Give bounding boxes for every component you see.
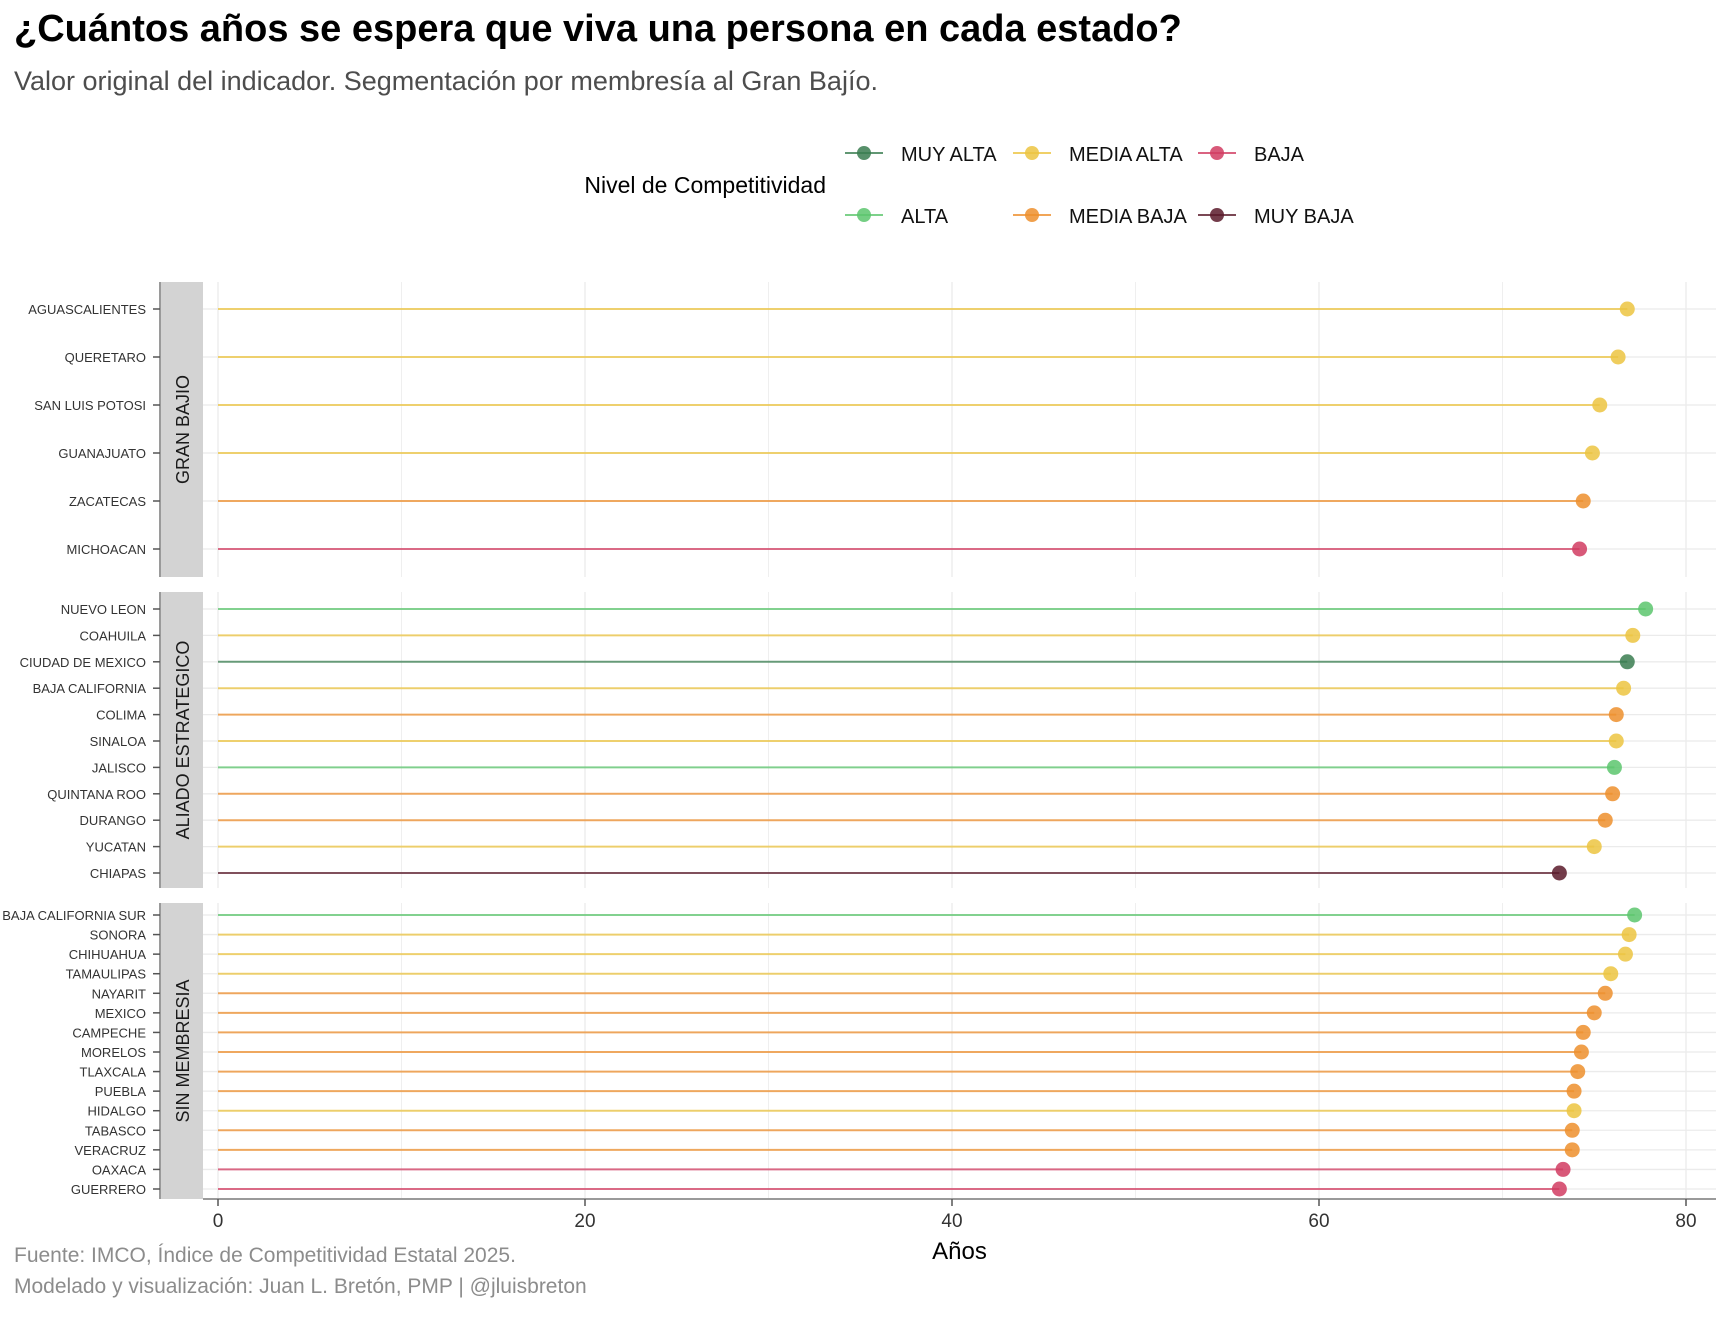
lollipop-dot xyxy=(1564,1142,1580,1158)
lollipop-dot xyxy=(1619,654,1635,670)
facet-label: GRAN BAJIO xyxy=(173,375,193,484)
lollipop-dot xyxy=(1621,927,1637,943)
legend-item-label: MUY BAJA xyxy=(1254,206,1354,228)
y-tick-label: TAMAULIPAS xyxy=(66,967,147,982)
x-tick-label: 0 xyxy=(213,1211,224,1232)
y-tick-label: JALISCO xyxy=(92,760,146,775)
legend-key-dot xyxy=(857,146,871,160)
y-tick-label: BAJA CALIFORNIA SUR xyxy=(2,908,146,923)
y-tick-label: COLIMA xyxy=(96,708,146,723)
y-tick-label: OAXACA xyxy=(92,1162,147,1177)
y-tick-label: CIUDAD DE MEXICO xyxy=(20,655,146,670)
lollipop-dot xyxy=(1584,445,1600,461)
chart-subtitle: Valor original del indicador. Segmentaci… xyxy=(14,66,878,96)
lollipop-dot xyxy=(1616,680,1632,696)
credit-caption: Modelado y visualización: Juan L. Bretón… xyxy=(14,1275,587,1298)
y-tick-label: TLAXCALA xyxy=(80,1065,147,1080)
facet-label: SIN MEMBRESIA xyxy=(173,979,193,1122)
x-axis-title: Años xyxy=(932,1238,987,1265)
lollipop-dot xyxy=(1575,493,1591,509)
legend-key-dot xyxy=(857,208,871,222)
y-tick-label: COAHUILA xyxy=(80,628,147,643)
lollipop-dot xyxy=(1619,301,1635,317)
legend-item-label: ALTA xyxy=(901,206,949,228)
y-tick-label: QUINTANA ROO xyxy=(47,787,146,802)
y-tick-label: YUCATAN xyxy=(86,840,146,855)
y-tick-label: SAN LUIS POTOSI xyxy=(34,398,146,413)
legend-item-label: MEDIA BAJA xyxy=(1069,206,1187,228)
legend-item-label: BAJA xyxy=(1254,144,1305,166)
lollipop-dot xyxy=(1592,397,1608,413)
lollipop-dot xyxy=(1597,985,1613,1001)
y-tick-label: NUEVO LEON xyxy=(61,602,146,617)
legend-title: Nivel de Competitividad xyxy=(584,172,826,198)
y-tick-label: NAYARIT xyxy=(92,986,146,1001)
lollipop-dot xyxy=(1566,1103,1582,1119)
lollipop-dot xyxy=(1572,541,1588,557)
lollipop-dot xyxy=(1586,1005,1602,1021)
x-tick-label: 40 xyxy=(941,1211,962,1232)
x-tick-label: 20 xyxy=(574,1211,595,1232)
y-tick-label: SONORA xyxy=(90,928,147,943)
lollipop-dot xyxy=(1566,1083,1582,1099)
y-tick-label: MEXICO xyxy=(95,1006,146,1021)
lollipop-dot xyxy=(1564,1122,1580,1138)
lollipop-dot xyxy=(1551,865,1567,881)
x-tick-label: 60 xyxy=(1308,1211,1329,1232)
y-tick-label: HIDALGO xyxy=(87,1104,146,1119)
lollipop-dot xyxy=(1617,946,1633,962)
source-caption: Fuente: IMCO, Índice de Competitividad E… xyxy=(14,1244,516,1267)
y-tick-label: DURANGO xyxy=(80,813,146,828)
y-tick-label: BAJA CALIFORNIA xyxy=(33,681,147,696)
y-tick-label: QUERETARO xyxy=(65,350,146,365)
lollipop-dot xyxy=(1597,812,1613,828)
facet-label: ALIADO ESTRATEGICO xyxy=(173,641,193,840)
lollipop-dot xyxy=(1551,1181,1567,1197)
legend-key-dot xyxy=(1025,208,1039,222)
lollipop-dot xyxy=(1570,1064,1586,1080)
legend-key-dot xyxy=(1210,146,1224,160)
lollipop-dot xyxy=(1625,627,1641,643)
legend-key-dot xyxy=(1025,146,1039,160)
lollipop-dot xyxy=(1586,839,1602,855)
lollipop-dot xyxy=(1627,907,1643,923)
legend-item-label: MEDIA ALTA xyxy=(1069,144,1183,166)
chart-title: ¿Cuántos años se espera que viva una per… xyxy=(14,8,1182,50)
lollipop-dot xyxy=(1603,966,1619,982)
y-tick-label: TABASCO xyxy=(85,1123,146,1138)
y-tick-label: MORELOS xyxy=(81,1045,146,1060)
y-tick-label: SINALOA xyxy=(90,734,147,749)
facet-strip xyxy=(160,592,203,888)
legend-key-dot xyxy=(1210,208,1224,222)
lollipop-dot xyxy=(1608,707,1624,723)
lollipop-dot xyxy=(1606,759,1622,775)
y-tick-label: GUERRERO xyxy=(71,1182,146,1197)
y-tick-label: CHIAPAS xyxy=(90,866,146,881)
facet-strip xyxy=(160,282,203,577)
y-tick-label: CHIHUAHUA xyxy=(69,947,147,962)
lollipop-dot xyxy=(1573,1044,1589,1060)
lollipop-dot xyxy=(1638,601,1654,617)
y-tick-label: GUANAJUATO xyxy=(58,446,146,461)
legend-item-label: MUY ALTA xyxy=(901,144,997,166)
lollipop-dot xyxy=(1575,1024,1591,1040)
lollipop-dot xyxy=(1605,786,1621,802)
lollipop-dot xyxy=(1608,733,1624,749)
lollipop-dot xyxy=(1555,1161,1571,1177)
x-tick-label: 80 xyxy=(1675,1211,1696,1232)
y-tick-label: CAMPECHE xyxy=(72,1025,146,1040)
lollipop-dot xyxy=(1610,349,1626,365)
y-tick-label: ZACATECAS xyxy=(69,494,146,509)
y-tick-label: AGUASCALIENTES xyxy=(28,302,146,317)
y-tick-label: PUEBLA xyxy=(95,1084,147,1099)
facet-strip xyxy=(160,903,203,1199)
y-tick-label: VERACRUZ xyxy=(74,1143,146,1158)
y-tick-label: MICHOACAN xyxy=(67,542,146,557)
